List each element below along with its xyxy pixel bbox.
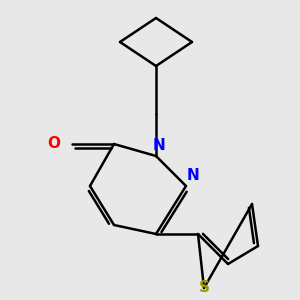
Text: O: O [47, 136, 60, 152]
Text: N: N [187, 168, 200, 183]
Text: S: S [199, 280, 209, 296]
Text: N: N [153, 138, 165, 153]
